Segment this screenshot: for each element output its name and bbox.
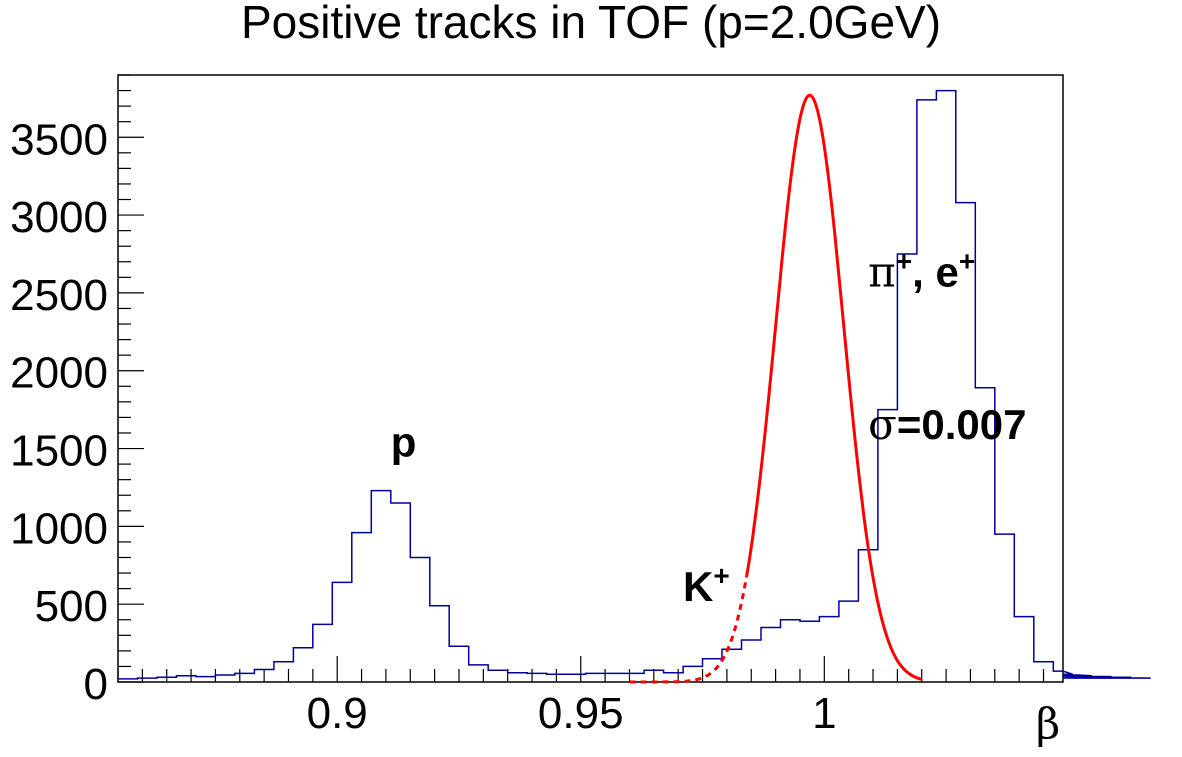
histogram-series [118,89,1151,680]
y-tick-label: 3500 [10,115,108,164]
x-tick-label: 1 [812,689,836,738]
x-tick-label: 0.9 [307,689,368,738]
y-tick-label: 0 [84,660,108,709]
y-tick-label: 2000 [10,349,108,398]
plot-frame [117,74,1064,683]
x-axis-label: β [1036,699,1060,748]
annotation-label: p [391,418,417,465]
gaussian-fit-extrapolation [629,577,748,684]
y-tick-label: 3000 [10,193,108,242]
x-tick-label: 0.95 [538,689,624,738]
gaussian-fit-curve [744,93,922,681]
chart-title: Positive tracks in TOF (p=2.0GeV) [241,0,941,48]
y-tick-label: 2500 [10,271,108,320]
y-axis: 0 500 1000 1500 2000 2500 3000 3500 [10,74,144,709]
annotations: p K+ π+, e+ σ=0.007 [391,246,1027,610]
annotation-label: K+ [683,560,730,610]
y-tick-label: 1000 [10,504,108,553]
x-axis: 0.9 0.95 1 [117,656,1045,738]
y-tick-label: 500 [35,582,108,631]
annotation-label: σ=0.007 [868,400,1026,449]
annotation-label: π+, e+ [868,246,975,297]
y-tick-label: 1500 [10,427,108,476]
